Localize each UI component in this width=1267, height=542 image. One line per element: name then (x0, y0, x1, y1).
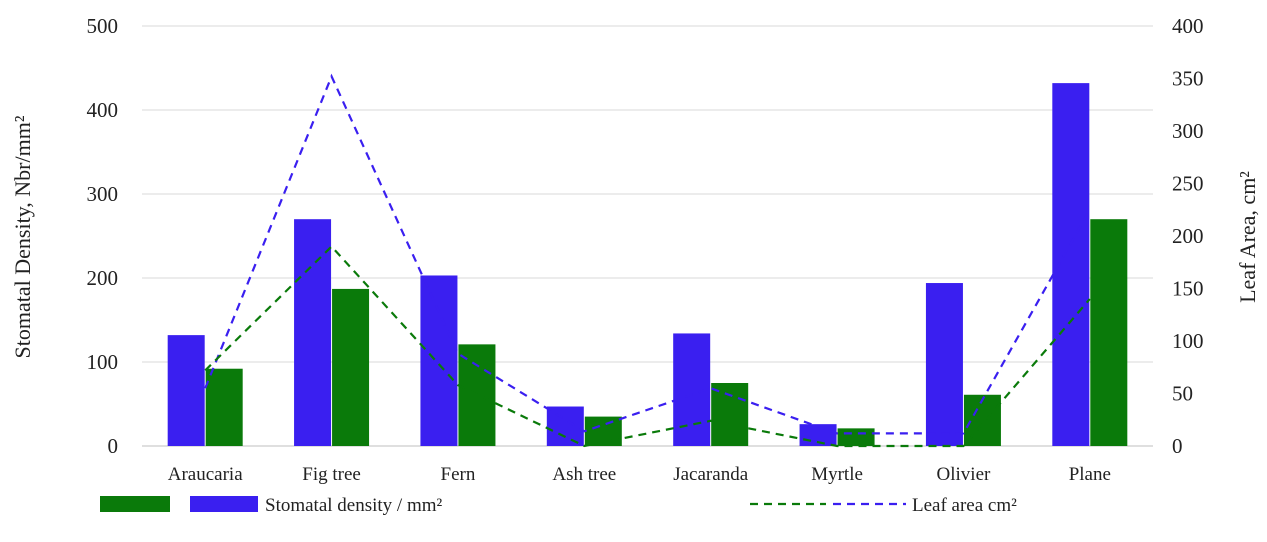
blue-bar (925, 283, 963, 446)
legend-swatch-green-bar (100, 496, 170, 512)
category-label: Araucaria (168, 464, 243, 485)
left-tick-label: 200 (87, 266, 119, 290)
left-axis-ticks: 0 100 200 300 400 500 (87, 14, 119, 458)
green-bar (1090, 219, 1128, 446)
category-label: Myrtle (811, 464, 863, 485)
legend-swatch-blue-bar (190, 496, 258, 512)
bars (167, 83, 1128, 447)
blue-bar (167, 335, 205, 446)
right-tick-label: 200 (1172, 224, 1204, 248)
blue-leaf-area-line (204, 73, 1091, 435)
legend-lines-label: Leaf area cm² (912, 495, 1017, 516)
leaf-area-lines (204, 73, 1091, 448)
grid-lines (142, 25, 1153, 447)
right-tick-label: 400 (1172, 14, 1204, 38)
left-tick-label: 300 (87, 182, 119, 206)
right-axis-title: Leaf Area, cm² (1235, 171, 1260, 303)
left-tick-label: 500 (87, 14, 119, 38)
right-tick-label: 250 (1172, 172, 1204, 196)
category-label: Fig tree (302, 464, 361, 485)
green-bar (332, 288, 370, 446)
left-axis-title: Stomatal Density, Nbr/mm² (10, 115, 35, 358)
left-tick-label: 100 (87, 350, 119, 374)
blue-bar (294, 219, 332, 446)
blue-bar (420, 275, 458, 446)
right-tick-label: 150 (1172, 277, 1204, 301)
category-label: Ash tree (552, 464, 616, 485)
left-tick-label: 0 (108, 434, 119, 458)
right-tick-label: 50 (1172, 382, 1193, 406)
blue-bar (546, 406, 584, 446)
category-label: Jacaranda (673, 464, 748, 485)
category-labels: Araucaria Fig tree Fern Ash tree Jacaranda My… (168, 464, 1111, 485)
green-bar (458, 344, 496, 446)
green-bar (205, 368, 243, 446)
green-bar (837, 428, 875, 446)
category-label: Plane (1069, 464, 1111, 485)
right-axis-ticks: 0 50 100 150 200 250 300 350 400 (1172, 14, 1204, 458)
legend-bars-label: Stomatal density / mm² (265, 495, 443, 516)
right-tick-label: 300 (1172, 119, 1204, 143)
left-tick-label: 400 (87, 98, 119, 122)
green-bar (711, 383, 749, 446)
right-tick-label: 0 (1172, 434, 1183, 458)
legend: Stomatal density / mm² Leaf area cm² (100, 495, 1017, 516)
right-tick-label: 100 (1172, 329, 1204, 353)
category-label: Fern (441, 464, 476, 485)
right-tick-label: 350 (1172, 67, 1204, 91)
category-label: Olivier (937, 464, 991, 485)
